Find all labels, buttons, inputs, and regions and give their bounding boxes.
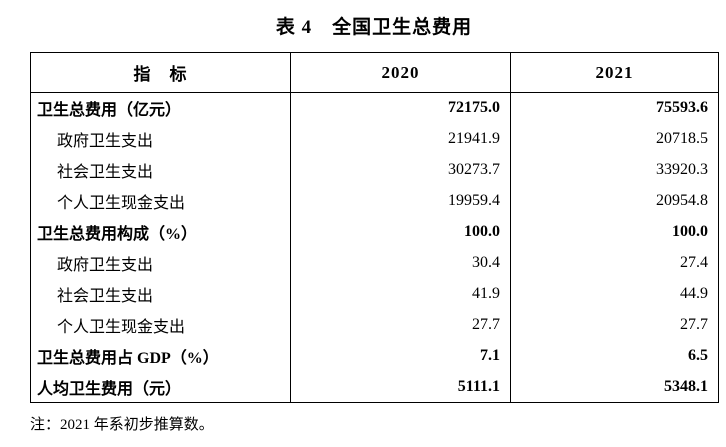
- row-value-2021: 27.4: [510, 247, 719, 279]
- row-value-2021: 33920.3: [510, 154, 719, 186]
- row-value-2021: 20718.5: [510, 123, 719, 155]
- table-row: 卫生总费用占 GDP（%） 7.1 6.5: [30, 340, 719, 372]
- row-value-2021: 27.7: [510, 309, 719, 341]
- header-indicator: 指 标: [30, 52, 291, 93]
- row-indicator-label: 政府卫生支出: [30, 247, 291, 279]
- table-body: 卫生总费用（亿元） 72175.0 75593.6 政府卫生支出 21941.9 2071…: [30, 92, 719, 403]
- row-value-2021: 20954.8: [510, 185, 719, 217]
- row-value-2021: 6.5: [510, 340, 719, 372]
- table-row: 卫生总费用构成（%） 100.0 100.0: [30, 216, 719, 248]
- row-value-2021: 75593.6: [510, 92, 719, 124]
- header-row: 指 标 2020 2021: [30, 52, 719, 93]
- row-value-2020: 19959.4: [290, 185, 511, 217]
- row-value-2020: 100.0: [290, 216, 511, 248]
- row-indicator-label: 人均卫生费用（元）: [30, 371, 291, 403]
- table-row: 个人卫生现金支出 19959.4 20954.8: [30, 185, 719, 217]
- health-expenditure-table: 指 标 2020 2021 卫生总费用（亿元） 72175.0 75593.6 政府卫…: [30, 52, 719, 403]
- table-row: 社会卫生支出 30273.7 33920.3: [30, 154, 719, 186]
- table-row: 社会卫生支出 41.9 44.9: [30, 278, 719, 310]
- row-indicator-label: 卫生总费用构成（%）: [30, 216, 291, 248]
- row-indicator-label: 社会卫生支出: [30, 278, 291, 310]
- header-year-2021: 2021: [510, 52, 719, 93]
- row-value-2020: 30273.7: [290, 154, 511, 186]
- table-row: 政府卫生支出 30.4 27.4: [30, 247, 719, 279]
- row-value-2020: 27.7: [290, 309, 511, 341]
- row-value-2020: 30.4: [290, 247, 511, 279]
- table-row: 个人卫生现金支出 27.7 27.7: [30, 309, 719, 341]
- row-value-2020: 41.9: [290, 278, 511, 310]
- row-value-2021: 5348.1: [510, 371, 719, 403]
- row-indicator-label: 政府卫生支出: [30, 123, 291, 155]
- row-indicator-label: 卫生总费用占 GDP（%）: [30, 340, 291, 372]
- row-value-2020: 72175.0: [290, 92, 511, 124]
- row-indicator-label: 卫生总费用（亿元）: [30, 92, 291, 124]
- table-row: 人均卫生费用（元） 5111.1 5348.1: [30, 371, 719, 403]
- row-value-2020: 5111.1: [290, 371, 511, 403]
- table-title: 表 4 全国卫生总费用: [275, 17, 473, 38]
- row-indicator-label: 社会卫生支出: [30, 154, 291, 186]
- table-row: 卫生总费用（亿元） 72175.0 75593.6: [30, 92, 719, 124]
- row-indicator-label: 个人卫生现金支出: [30, 185, 291, 217]
- table-note: 注：2021 年系初步推算数。: [30, 417, 214, 433]
- table-row: 政府卫生支出 21941.9 20718.5: [30, 123, 719, 155]
- table-header: 指 标 2020 2021: [30, 52, 719, 93]
- row-value-2021: 44.9: [510, 278, 719, 310]
- row-value-2021: 100.0: [510, 216, 719, 248]
- row-value-2020: 7.1: [290, 340, 511, 372]
- row-indicator-label: 个人卫生现金支出: [30, 309, 291, 341]
- row-value-2020: 21941.9: [290, 123, 511, 155]
- header-year-2020: 2020: [290, 52, 511, 93]
